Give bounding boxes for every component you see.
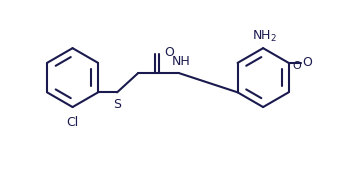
Text: S: S bbox=[113, 98, 121, 111]
Text: NH: NH bbox=[172, 55, 191, 68]
Text: O: O bbox=[302, 56, 312, 69]
Text: O: O bbox=[292, 61, 301, 71]
Text: NH$_2$: NH$_2$ bbox=[252, 29, 277, 44]
Text: Cl: Cl bbox=[66, 116, 79, 129]
Text: O: O bbox=[164, 46, 174, 59]
